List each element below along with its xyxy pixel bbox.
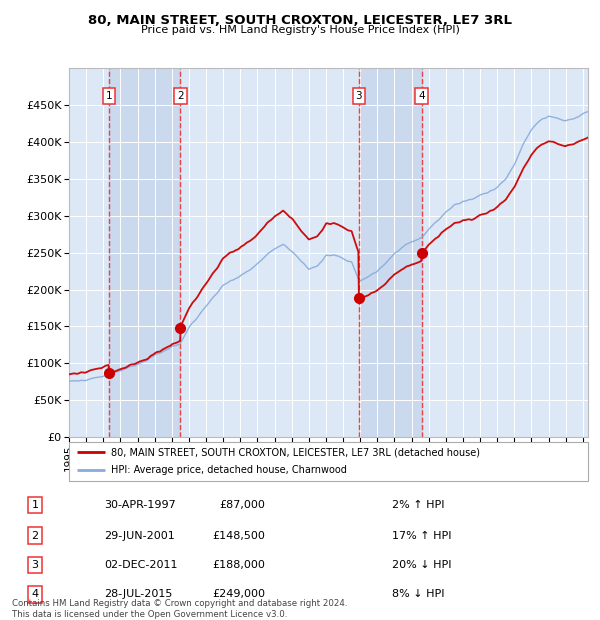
Text: 80, MAIN STREET, SOUTH CROXTON, LEICESTER, LE7 3RL: 80, MAIN STREET, SOUTH CROXTON, LEICESTE… (88, 14, 512, 27)
Text: 20% ↓ HPI: 20% ↓ HPI (392, 560, 452, 570)
Text: £249,000: £249,000 (212, 589, 265, 600)
Text: 28-JUL-2015: 28-JUL-2015 (104, 589, 173, 600)
Text: 2% ↑ HPI: 2% ↑ HPI (392, 500, 445, 510)
Text: 2: 2 (177, 91, 184, 101)
Text: 3: 3 (32, 560, 38, 570)
Text: 2: 2 (31, 531, 38, 541)
Text: 1: 1 (106, 91, 112, 101)
Text: 02-DEC-2011: 02-DEC-2011 (104, 560, 178, 570)
Text: £188,000: £188,000 (212, 560, 265, 570)
Bar (109, 68, 181, 437)
Text: 3: 3 (356, 91, 362, 101)
Text: 8% ↓ HPI: 8% ↓ HPI (392, 589, 445, 600)
Text: £87,000: £87,000 (220, 500, 265, 510)
Text: Price paid vs. HM Land Registry's House Price Index (HPI): Price paid vs. HM Land Registry's House … (140, 25, 460, 35)
Text: Contains HM Land Registry data © Crown copyright and database right 2024.
This d: Contains HM Land Registry data © Crown c… (12, 600, 347, 619)
Text: 80, MAIN STREET, SOUTH CROXTON, LEICESTER, LE7 3RL (detached house): 80, MAIN STREET, SOUTH CROXTON, LEICESTE… (110, 448, 479, 458)
Text: HPI: Average price, detached house, Charnwood: HPI: Average price, detached house, Char… (110, 465, 346, 475)
Text: £148,500: £148,500 (212, 531, 265, 541)
Text: 1: 1 (32, 500, 38, 510)
Text: 17% ↑ HPI: 17% ↑ HPI (392, 531, 452, 541)
FancyBboxPatch shape (69, 442, 588, 481)
Text: 30-APR-1997: 30-APR-1997 (104, 500, 176, 510)
Text: 29-JUN-2001: 29-JUN-2001 (104, 531, 175, 541)
Text: 4: 4 (31, 589, 38, 600)
Bar (359, 68, 422, 437)
Text: 4: 4 (418, 91, 425, 101)
